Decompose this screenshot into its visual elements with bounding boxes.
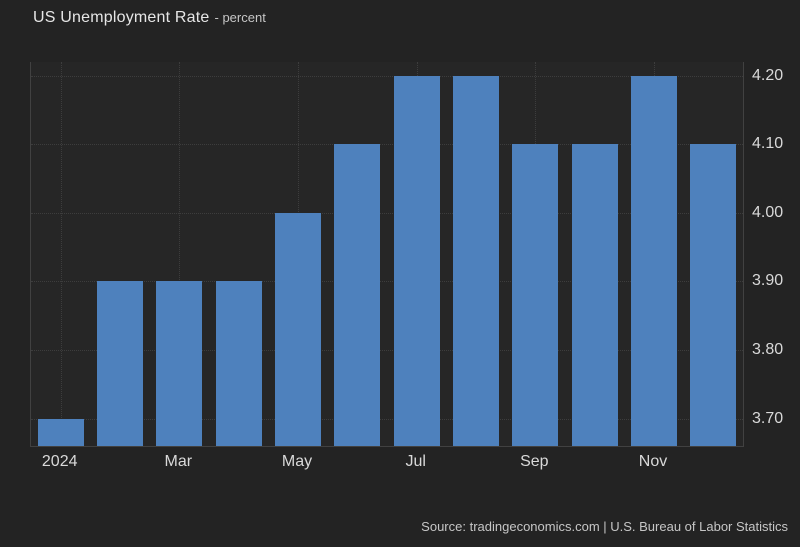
chart-subtitle: - percent — [214, 10, 266, 25]
gridline-horizontal — [31, 350, 743, 351]
gridline-horizontal — [31, 144, 743, 146]
y-tick-label: 3.90 — [752, 272, 784, 290]
bar-oct-2024[interactable] — [571, 144, 618, 446]
bar-dec-2024[interactable] — [690, 144, 737, 446]
bar-mar-2024[interactable] — [156, 281, 203, 446]
gridline-horizontal — [31, 281, 743, 283]
plot-area — [30, 62, 744, 447]
y-tick-label: 4.10 — [752, 135, 784, 153]
x-tick-label: Mar — [164, 453, 193, 470]
bar-feb-2024[interactable] — [97, 281, 143, 446]
bar-nov-2024[interactable] — [631, 75, 677, 446]
y-tick-label: 3.80 — [752, 341, 784, 358]
gridline-horizontal — [31, 212, 743, 214]
chart-header: US Unemployment Rate - percent — [33, 8, 266, 28]
y-tick-label: 3.70 — [752, 409, 784, 427]
bar-apr-2024[interactable] — [215, 281, 262, 446]
bar-jul-2024[interactable] — [393, 75, 440, 446]
y-tick-label: 4.00 — [752, 203, 784, 221]
gridline-vertical — [179, 62, 181, 446]
bar-aug-2024[interactable] — [453, 75, 499, 446]
bar-may-2024[interactable] — [275, 212, 321, 446]
y-tick-label: 4.20 — [752, 66, 784, 84]
bar-jun-2024[interactable] — [334, 144, 381, 446]
x-tick-label: Sep — [520, 453, 549, 470]
x-tick-label: 2024 — [41, 453, 78, 470]
bar-jan-2024[interactable] — [37, 418, 84, 446]
gridline-horizontal — [31, 418, 743, 420]
source-credit: Source: tradingeconomics.com | U.S. Bure… — [421, 519, 788, 534]
x-tick-label: May — [281, 453, 313, 470]
bar-sep-2024[interactable] — [512, 144, 559, 446]
chart-title: US Unemployment Rate — [33, 9, 210, 26]
x-tick-label: Jul — [405, 453, 426, 470]
gridline-vertical — [60, 62, 62, 446]
x-tick-label: Nov — [638, 453, 668, 470]
gridline-horizontal — [31, 75, 743, 77]
